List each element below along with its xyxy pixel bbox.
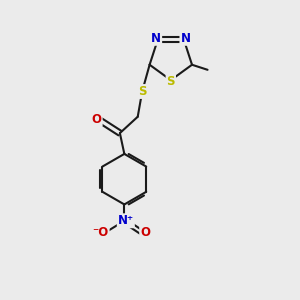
Text: S: S (138, 85, 146, 98)
Text: N: N (151, 32, 161, 45)
Text: N: N (180, 32, 190, 45)
Text: O: O (92, 112, 102, 126)
Text: O: O (140, 226, 150, 239)
Text: ⁻O: ⁻O (92, 226, 109, 239)
Text: S: S (167, 75, 175, 88)
Text: N⁺: N⁺ (118, 214, 134, 227)
